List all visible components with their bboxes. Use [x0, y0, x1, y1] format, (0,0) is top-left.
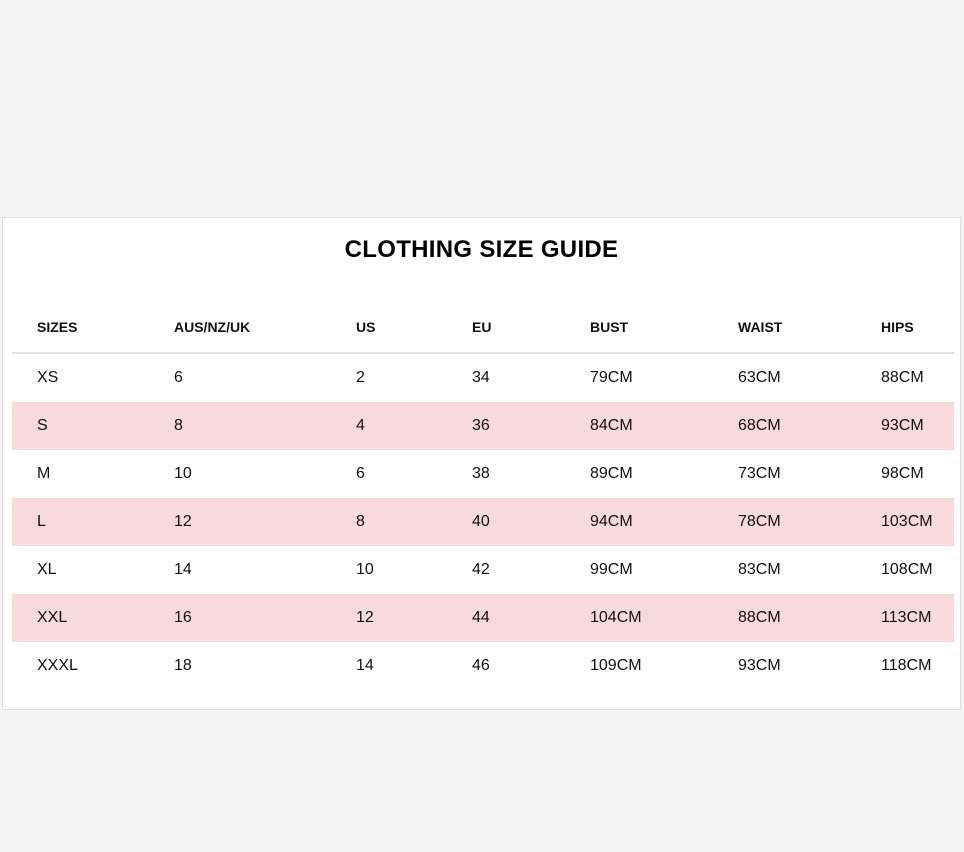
table-cell: 14	[356, 657, 374, 674]
table-row: XXXL 18 14 46 109CM 93CM 118CM	[12, 642, 954, 690]
table-cell: 109CM	[590, 657, 642, 674]
table-cell: 79CM	[590, 369, 633, 386]
table-cell: 16	[174, 609, 192, 626]
size-table: SIZES AUS/NZ/UK US EU BUST WAIST HIPS XS…	[12, 308, 954, 690]
table-cell: XXL	[37, 609, 68, 626]
table-cell: 12	[174, 513, 192, 530]
table-cell: 42	[472, 561, 490, 578]
table-row: M 10 6 38 89CM 73CM 98CM	[12, 450, 954, 498]
size-guide-card: CLOTHING SIZE GUIDE SIZES AUS/NZ/UK US E…	[2, 217, 961, 710]
table-cell: 38	[472, 465, 490, 482]
column-header: WAIST	[738, 319, 783, 335]
table-cell: 18	[174, 657, 192, 674]
table-cell: 34	[472, 369, 490, 386]
table-cell: 12	[356, 609, 374, 626]
table-cell: L	[37, 513, 46, 530]
column-header: HIPS	[881, 319, 914, 335]
table-cell: 98CM	[881, 465, 924, 482]
table-cell: 89CM	[590, 465, 633, 482]
table-cell: XS	[37, 369, 59, 386]
column-header: EU	[472, 319, 492, 335]
table-row: S 8 4 36 84CM 68CM 93CM	[12, 402, 954, 450]
table-cell: 14	[174, 561, 192, 578]
table-cell: 73CM	[738, 465, 781, 482]
table-cell: 8	[356, 513, 365, 530]
table-cell: 118CM	[881, 657, 932, 674]
table-cell: 6	[174, 369, 183, 386]
table-cell: 94CM	[590, 513, 633, 530]
table-cell: 2	[356, 369, 365, 386]
table-cell: 10	[174, 465, 192, 482]
table-cell: 63CM	[738, 369, 781, 386]
table-cell: 88CM	[738, 609, 781, 626]
table-row: XXL 16 12 44 104CM 88CM 113CM	[12, 594, 954, 642]
table-cell: XL	[37, 561, 57, 578]
table-cell: XXXL	[37, 657, 78, 674]
table-cell: 83CM	[738, 561, 781, 578]
column-header: BUST	[590, 319, 629, 335]
table-cell: 88CM	[881, 369, 924, 386]
table-cell: 113CM	[881, 609, 932, 626]
table-cell: 78CM	[738, 513, 781, 530]
table-cell: 108CM	[881, 561, 933, 578]
column-header: AUS/NZ/UK	[174, 319, 251, 335]
table-cell: 4	[356, 417, 365, 434]
column-header: SIZES	[37, 319, 78, 335]
table-cell: 104CM	[590, 609, 642, 626]
table-cell: 93CM	[881, 417, 924, 434]
page-title: CLOTHING SIZE GUIDE	[344, 236, 619, 263]
table-cell: 99CM	[590, 561, 633, 578]
table-header-row: SIZES AUS/NZ/UK US EU BUST WAIST HIPS	[12, 308, 954, 354]
table-cell: 93CM	[738, 657, 781, 674]
table-cell: 6	[356, 465, 365, 482]
table-cell: 84CM	[590, 417, 633, 434]
table-cell: 36	[472, 417, 490, 434]
table-cell: 8	[174, 417, 183, 434]
table-cell: S	[37, 417, 48, 434]
column-header: US	[356, 319, 376, 335]
table-row: XS 6 2 34 79CM 63CM 88CM	[12, 354, 954, 402]
table-cell: 46	[472, 657, 490, 674]
table-row: XL 14 10 42 99CM 83CM 108CM	[12, 546, 954, 594]
table-cell: 44	[472, 609, 490, 626]
table-cell: 40	[472, 513, 490, 530]
table-row: L 12 8 40 94CM 78CM 103CM	[12, 498, 954, 546]
table-cell: 68CM	[738, 417, 781, 434]
table-cell: 103CM	[881, 513, 933, 530]
table-cell: M	[37, 465, 51, 482]
table-cell: 10	[356, 561, 374, 578]
